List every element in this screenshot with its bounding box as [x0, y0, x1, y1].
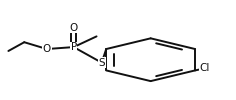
Text: Cl: Cl: [199, 64, 210, 74]
Text: S: S: [98, 58, 105, 68]
Text: O: O: [70, 23, 78, 33]
Text: O: O: [43, 44, 51, 54]
Text: P: P: [71, 42, 77, 52]
